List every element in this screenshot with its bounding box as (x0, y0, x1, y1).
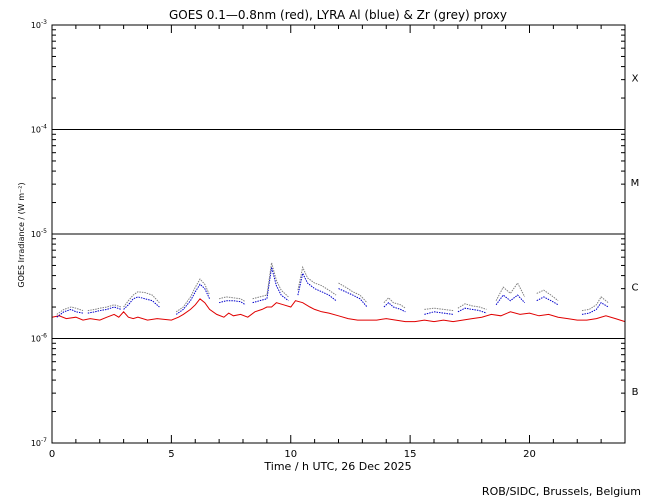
flare-class-m: M (631, 178, 640, 189)
y-axis-ticks: 10-7 10-6 10-5 10-4 10-3 (31, 19, 625, 448)
x-tick-label: 5 (168, 449, 174, 460)
series-line-1 (87, 306, 122, 314)
y-tick-label: 10-3 (31, 19, 47, 30)
flare-class-x: X (632, 73, 639, 84)
series-line-1 (383, 302, 406, 313)
series-line-1 (175, 283, 211, 315)
flare-class-b: B (632, 387, 639, 398)
series-line-1 (581, 302, 609, 315)
series-line-2 (581, 296, 609, 312)
series-line-2 (123, 291, 160, 308)
y-axis-label: GOES Irradiance / (W m⁻²) (17, 182, 26, 287)
x-tick-label: 20 (523, 449, 536, 460)
series-line-2 (175, 278, 211, 313)
x-tick-label: 0 (49, 449, 55, 460)
y-tick-label: 10-4 (31, 124, 47, 135)
series-line-2 (457, 303, 487, 310)
series-line-2 (218, 296, 246, 303)
series-line-1 (338, 288, 368, 308)
series-line-1 (56, 308, 84, 318)
x-tick-label: 15 (404, 449, 417, 460)
flare-class-c: C (632, 282, 639, 293)
x-axis-ticks: 0 5 10 15 20 (49, 25, 626, 460)
data-series (51, 262, 626, 323)
y-tick-label: 10-5 (31, 228, 47, 239)
series-line-1 (252, 267, 289, 304)
series-line-1 (297, 271, 337, 302)
series-line-2 (87, 304, 122, 312)
series-line-1 (457, 307, 487, 314)
x-tick-label: 10 (284, 449, 297, 460)
series-line-2 (383, 297, 406, 309)
chart-title: GOES 0.1—0.8nm (red), LYRA Al (blue) & Z… (169, 8, 507, 22)
series-line-2 (297, 265, 337, 296)
series-line-1 (218, 300, 246, 306)
flare-class-labels: X M C B (631, 73, 640, 398)
series-line-2 (536, 289, 559, 302)
series-line-1 (495, 294, 526, 306)
series-line-1 (536, 296, 559, 306)
flare-class-lines (52, 129, 625, 339)
series-line-2 (495, 282, 526, 301)
x-axis-label: Time / h UTC, 26 Dec 2025 (263, 460, 411, 473)
series-line-2 (56, 306, 84, 315)
y-tick-label: 10-6 (31, 333, 47, 344)
credit-footer: ROB/SIDC, Brussels, Belgium (482, 485, 641, 498)
series-line-0 (51, 298, 626, 323)
y-tick-label: 10-7 (31, 437, 47, 448)
series-line-2 (338, 282, 368, 304)
